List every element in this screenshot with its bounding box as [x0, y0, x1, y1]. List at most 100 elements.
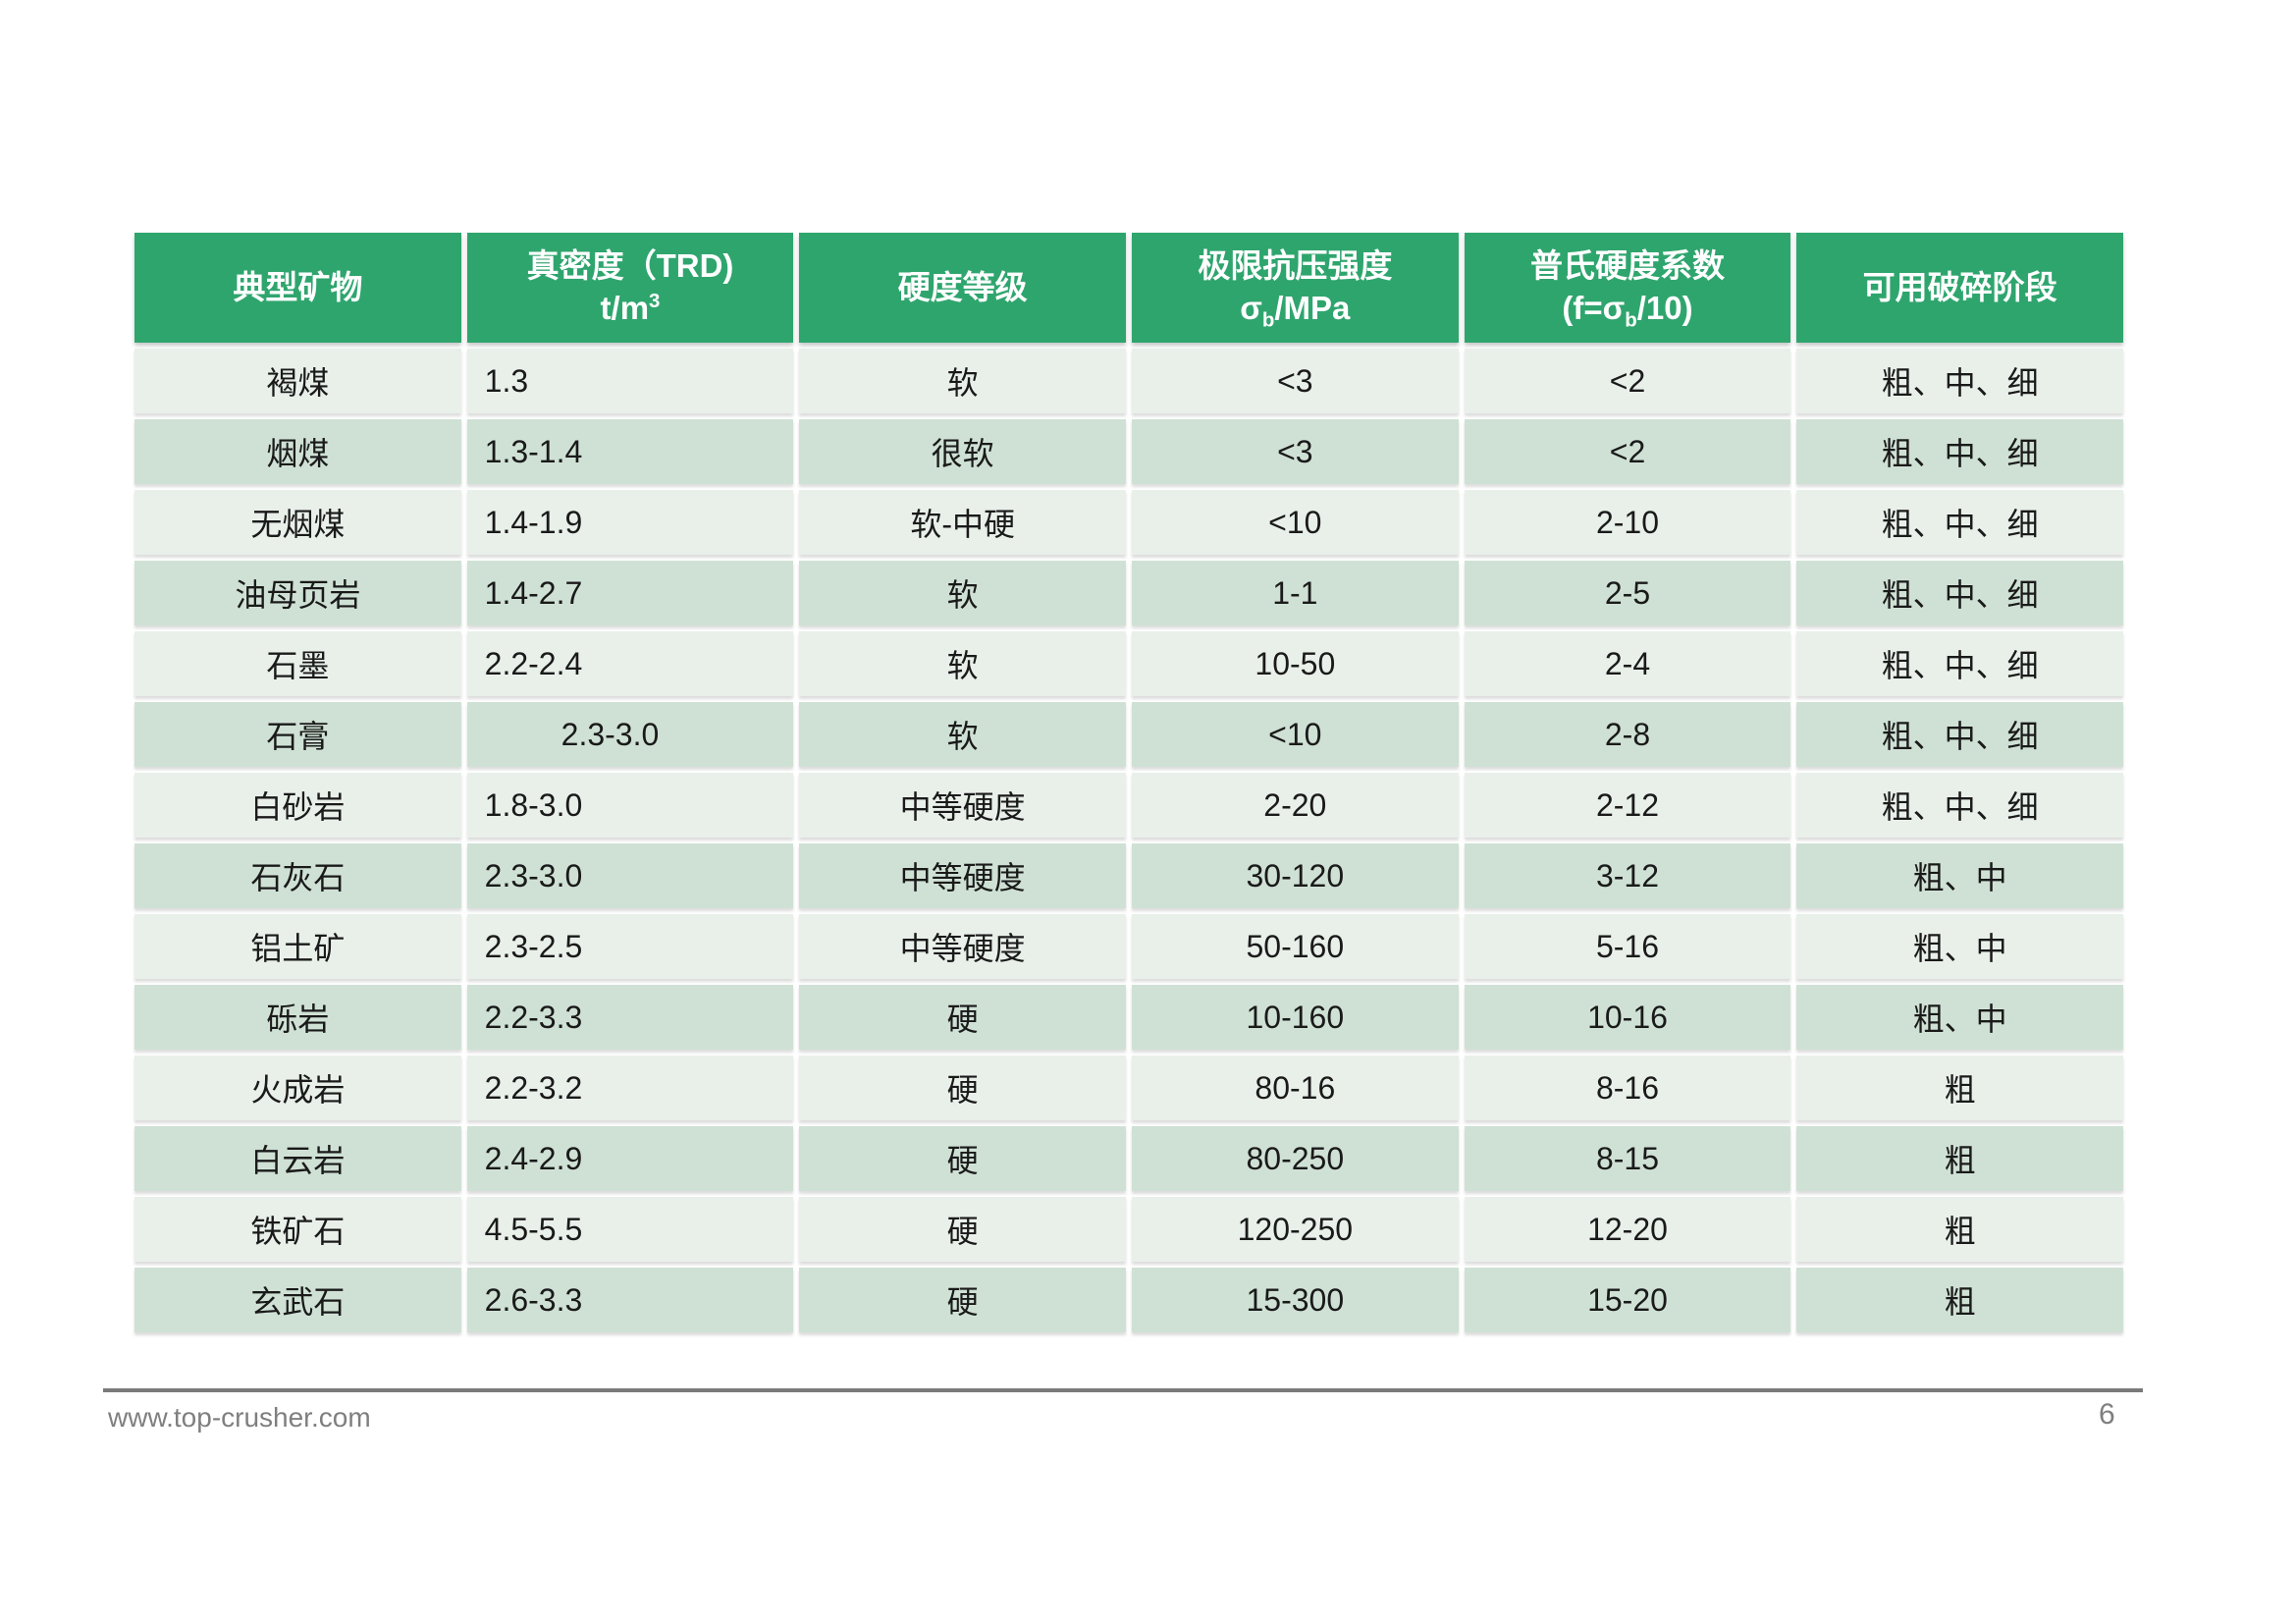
- stages-cell: 粗、中、细: [1796, 702, 2123, 767]
- mineral-name-cell: 砾岩: [134, 985, 461, 1050]
- coefficient-cell: 12-20: [1464, 1197, 1791, 1262]
- mineral-name-cell: 烟煤: [134, 419, 461, 484]
- density-cell: 1.3-1.4: [466, 419, 794, 484]
- coefficient-cell: 3-12: [1464, 843, 1791, 908]
- strength-cell: 120-250: [1131, 1197, 1459, 1262]
- header-hardness-label: 硬度等级: [897, 268, 1028, 305]
- stages-cell: 粗、中、细: [1796, 419, 2123, 484]
- coefficient-cell: 2-4: [1464, 631, 1791, 696]
- hardness-cell: 很软: [799, 419, 1126, 484]
- density-cell: 1.3: [466, 349, 794, 413]
- header-strength: 极限抗压强度 σb/MPa: [1131, 233, 1459, 343]
- strength-cell: <10: [1131, 490, 1459, 555]
- density-cell: 2.4-2.9: [466, 1126, 794, 1191]
- stages-cell: 粗、中: [1796, 843, 2123, 908]
- hardness-cell: 软: [799, 702, 1126, 767]
- hardness-cell: 中等硬度: [799, 843, 1126, 908]
- header-mineral: 典型矿物: [134, 233, 461, 343]
- stages-cell: 粗、中、细: [1796, 490, 2123, 555]
- density-cell: 2.3-2.5: [466, 914, 794, 979]
- coefficient-cell: 8-16: [1464, 1056, 1791, 1120]
- strength-cell: 80-16: [1131, 1056, 1459, 1120]
- density-cell: 1.4-2.7: [466, 561, 794, 625]
- density-cell: 2.6-3.3: [466, 1268, 794, 1332]
- strength-cell: 50-160: [1131, 914, 1459, 979]
- hardness-cell: 软-中硬: [799, 490, 1126, 555]
- header-density-line1: 真密度（TRD): [526, 247, 734, 285]
- density-cell: 2.2-3.2: [466, 1056, 794, 1120]
- stages-cell: 粗、中: [1796, 914, 2123, 979]
- density-cell: 2.2-2.4: [466, 631, 794, 696]
- hardness-cell: 中等硬度: [799, 914, 1126, 979]
- header-stages: 可用破碎阶段: [1796, 233, 2123, 343]
- mineral-name-cell: 石墨: [134, 631, 461, 696]
- mineral-name-cell: 褐煤: [134, 349, 461, 413]
- mineral-name-cell: 玄武石: [134, 1268, 461, 1332]
- stages-cell: 粗、中: [1796, 985, 2123, 1050]
- mineral-name-cell: 白云岩: [134, 1126, 461, 1191]
- strength-cell: <3: [1131, 349, 1459, 413]
- strength-cell: <3: [1131, 419, 1459, 484]
- mineral-name-cell: 石膏: [134, 702, 461, 767]
- header-strength-line2: σb/MPa: [1240, 290, 1351, 332]
- footer-url: www.top-crusher.com: [108, 1402, 371, 1433]
- mineral-name-cell: 火成岩: [134, 1056, 461, 1120]
- coefficient-cell: 15-20: [1464, 1268, 1791, 1332]
- density-cell: 2.2-3.3: [466, 985, 794, 1050]
- header-hardness: 硬度等级: [799, 233, 1126, 343]
- strength-cell: 80-250: [1131, 1126, 1459, 1191]
- hardness-cell: 硬: [799, 985, 1126, 1050]
- coefficient-cell: 2-12: [1464, 773, 1791, 838]
- density-cell: 2.3-3.0: [466, 843, 794, 908]
- hardness-cell: 软: [799, 349, 1126, 413]
- strength-cell: 2-20: [1131, 773, 1459, 838]
- stages-cell: 粗、中、细: [1796, 631, 2123, 696]
- strength-cell: 30-120: [1131, 843, 1459, 908]
- hardness-cell: 硬: [799, 1126, 1126, 1191]
- mineral-name-cell: 石灰石: [134, 843, 461, 908]
- coefficient-cell: 8-15: [1464, 1126, 1791, 1191]
- stages-cell: 粗、中、细: [1796, 773, 2123, 838]
- stages-cell: 粗、中、细: [1796, 349, 2123, 413]
- density-cell: 4.5-5.5: [466, 1197, 794, 1262]
- mineral-name-cell: 油母页岩: [134, 561, 461, 625]
- density-cell: 1.8-3.0: [466, 773, 794, 838]
- mineral-name-cell: 铝土矿: [134, 914, 461, 979]
- header-density: 真密度（TRD) t/m3: [466, 233, 794, 343]
- footer-page-number: 6: [2099, 1398, 2115, 1431]
- hardness-cell: 硬: [799, 1268, 1126, 1332]
- stages-cell: 粗、中、细: [1796, 561, 2123, 625]
- stages-cell: 粗: [1796, 1197, 2123, 1262]
- coefficient-cell: 2-8: [1464, 702, 1791, 767]
- hardness-cell: 软: [799, 631, 1126, 696]
- mineral-name-cell: 铁矿石: [134, 1197, 461, 1262]
- coefficient-cell: 10-16: [1464, 985, 1791, 1050]
- density-cell: 1.4-1.9: [466, 490, 794, 555]
- mineral-name-cell: 白砂岩: [134, 773, 461, 838]
- strength-cell: 10-160: [1131, 985, 1459, 1050]
- coefficient-cell: 2-5: [1464, 561, 1791, 625]
- strength-cell: 15-300: [1131, 1268, 1459, 1332]
- stages-cell: 粗: [1796, 1268, 2123, 1332]
- strength-cell: <10: [1131, 702, 1459, 767]
- coefficient-cell: <2: [1464, 419, 1791, 484]
- hardness-cell: 中等硬度: [799, 773, 1126, 838]
- density-cell: 2.3-3.0: [466, 702, 794, 767]
- hardness-cell: 硬: [799, 1056, 1126, 1120]
- coefficient-cell: 5-16: [1464, 914, 1791, 979]
- header-coefficient-line1: 普氏硬度系数: [1529, 247, 1725, 285]
- header-coefficient: 普氏硬度系数 (f=σb/10): [1464, 233, 1791, 343]
- header-strength-line1: 极限抗压强度: [1198, 247, 1393, 285]
- strength-cell: 1-1: [1131, 561, 1459, 625]
- stages-cell: 粗: [1796, 1056, 2123, 1120]
- header-coefficient-line2: (f=σb/10): [1562, 290, 1693, 332]
- strength-cell: 10-50: [1131, 631, 1459, 696]
- footer-divider: [103, 1388, 2143, 1392]
- mineral-properties-table: 典型矿物 真密度（TRD) t/m3 硬度等级 极限抗压强度 σb/MPa 普氏…: [134, 233, 2123, 1332]
- coefficient-cell: 2-10: [1464, 490, 1791, 555]
- coefficient-cell: <2: [1464, 349, 1791, 413]
- hardness-cell: 软: [799, 561, 1126, 625]
- hardness-cell: 硬: [799, 1197, 1126, 1262]
- header-density-line2: t/m3: [600, 290, 661, 326]
